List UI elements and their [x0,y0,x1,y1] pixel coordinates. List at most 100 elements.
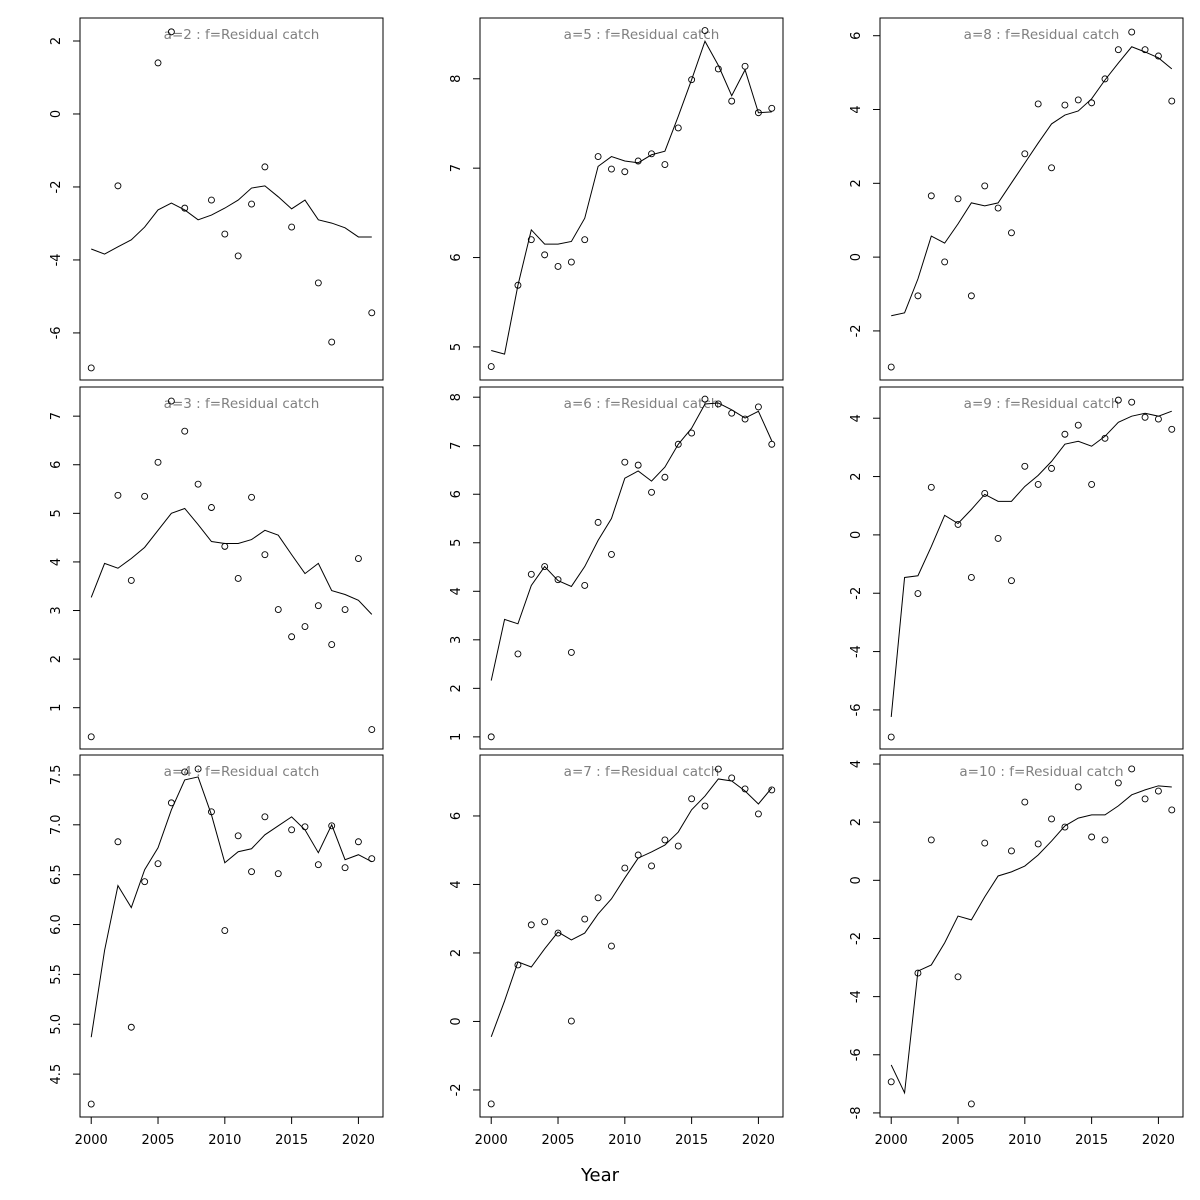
x-tick-label: 2020 [1142,1133,1175,1148]
plot-frame [79,386,384,750]
y-tick-label: -2 [849,932,864,945]
y-tick-label: 2 [449,949,464,957]
panel: a=8 : f=Residual catch -2 0 2 4 6 [849,17,1184,381]
y-tick-label: 4 [849,760,864,768]
data-point [688,76,696,84]
y-tick-label: -2 [849,324,864,337]
data-point [1128,765,1136,773]
fitted-line [90,776,373,1038]
y-tick-label: 2 [49,37,64,45]
data-point [514,281,522,289]
data-point [954,973,962,981]
data-point [234,252,242,260]
data-point [234,574,242,582]
data-point [1008,577,1015,585]
data-point [541,563,549,570]
y-tick-label: 4 [449,880,464,888]
y-tick-label: 4 [449,587,464,595]
data-point [167,397,175,405]
data-point [87,733,95,741]
y-tick-label: 4 [849,414,864,422]
data-point [328,641,336,648]
data-point [328,338,336,346]
data-point [674,124,682,132]
y-tick-label: 7.0 [49,814,64,835]
data-point [1114,46,1122,54]
y-tick-label: -6 [849,1048,864,1061]
data-point [581,582,589,589]
data-point [181,768,189,776]
y-tick-label: 0 [449,1017,464,1025]
data-point [127,1023,135,1031]
data-point [594,153,602,160]
data-point [274,870,282,878]
y-tick-label: 7 [449,442,464,450]
data-point [994,534,1002,542]
data-point [1021,798,1029,806]
plot-frame [79,754,384,1118]
data-point [221,927,229,934]
y-tick-label: 4 [49,558,64,566]
data-point [1061,101,1069,109]
y-tick-label: 8 [449,393,464,401]
data-point [1021,150,1029,158]
x-tick-label: 2000 [75,1133,108,1148]
y-tick-label: 2 [49,655,64,663]
data-point [981,839,989,847]
data-point [581,915,589,923]
data-point [994,204,1002,212]
fitted-line [890,410,1172,717]
data-point [167,28,175,36]
data-point [567,258,575,266]
data-point [941,258,949,266]
data-point [141,492,149,500]
data-point [288,826,296,834]
data-point [954,195,962,203]
data-point [368,726,376,734]
data-point [981,490,989,497]
panel: a=4 : f=Residual catch 4.5 5.0 5.5 6.0 6.5 7.0… [49,754,384,1148]
data-point [141,878,149,886]
data-point [1128,28,1136,36]
data-point [594,894,602,902]
data-point [248,493,255,501]
data-point [754,810,762,818]
data-point [701,802,709,810]
fitted-line [491,40,772,355]
panel-title: a=3 : f=Residual catch [164,396,320,412]
plot-frame [879,17,1184,381]
data-point [954,520,962,528]
panel-title: a=10 : f=Residual catch [959,764,1123,780]
data-point [341,606,349,613]
data-point [1114,779,1122,787]
y-tick-label: 5 [449,539,464,547]
data-point [1168,806,1176,814]
data-point [981,182,989,190]
y-tick-label: 0 [49,110,64,118]
data-point [1088,480,1096,488]
data-point [634,461,642,469]
panel-title: a=5 : f=Residual catch [564,27,720,43]
data-point [248,200,255,208]
x-axis-label: Year [580,1165,620,1186]
y-tick-label: -4 [49,253,64,266]
data-point [354,838,362,846]
data-point [594,518,602,526]
x-tick-label: 2015 [675,1133,708,1148]
data-point [754,403,762,411]
data-point [661,473,669,481]
y-tick-label: 2 [849,179,864,187]
data-point [1048,464,1055,472]
x-tick-label: 2005 [141,1133,174,1148]
x-tick-label: 2010 [608,1133,641,1148]
data-point [1048,815,1055,823]
y-tick-label: 6.5 [49,864,64,885]
data-point [127,576,135,584]
data-point [328,822,336,830]
panel: a=6 : f=Residual catch 1 2 3 4 5 6 7 8 [449,386,784,750]
plot-frame [479,386,784,750]
fitted-line [90,507,373,615]
data-point [514,650,522,658]
data-point [1074,96,1082,104]
